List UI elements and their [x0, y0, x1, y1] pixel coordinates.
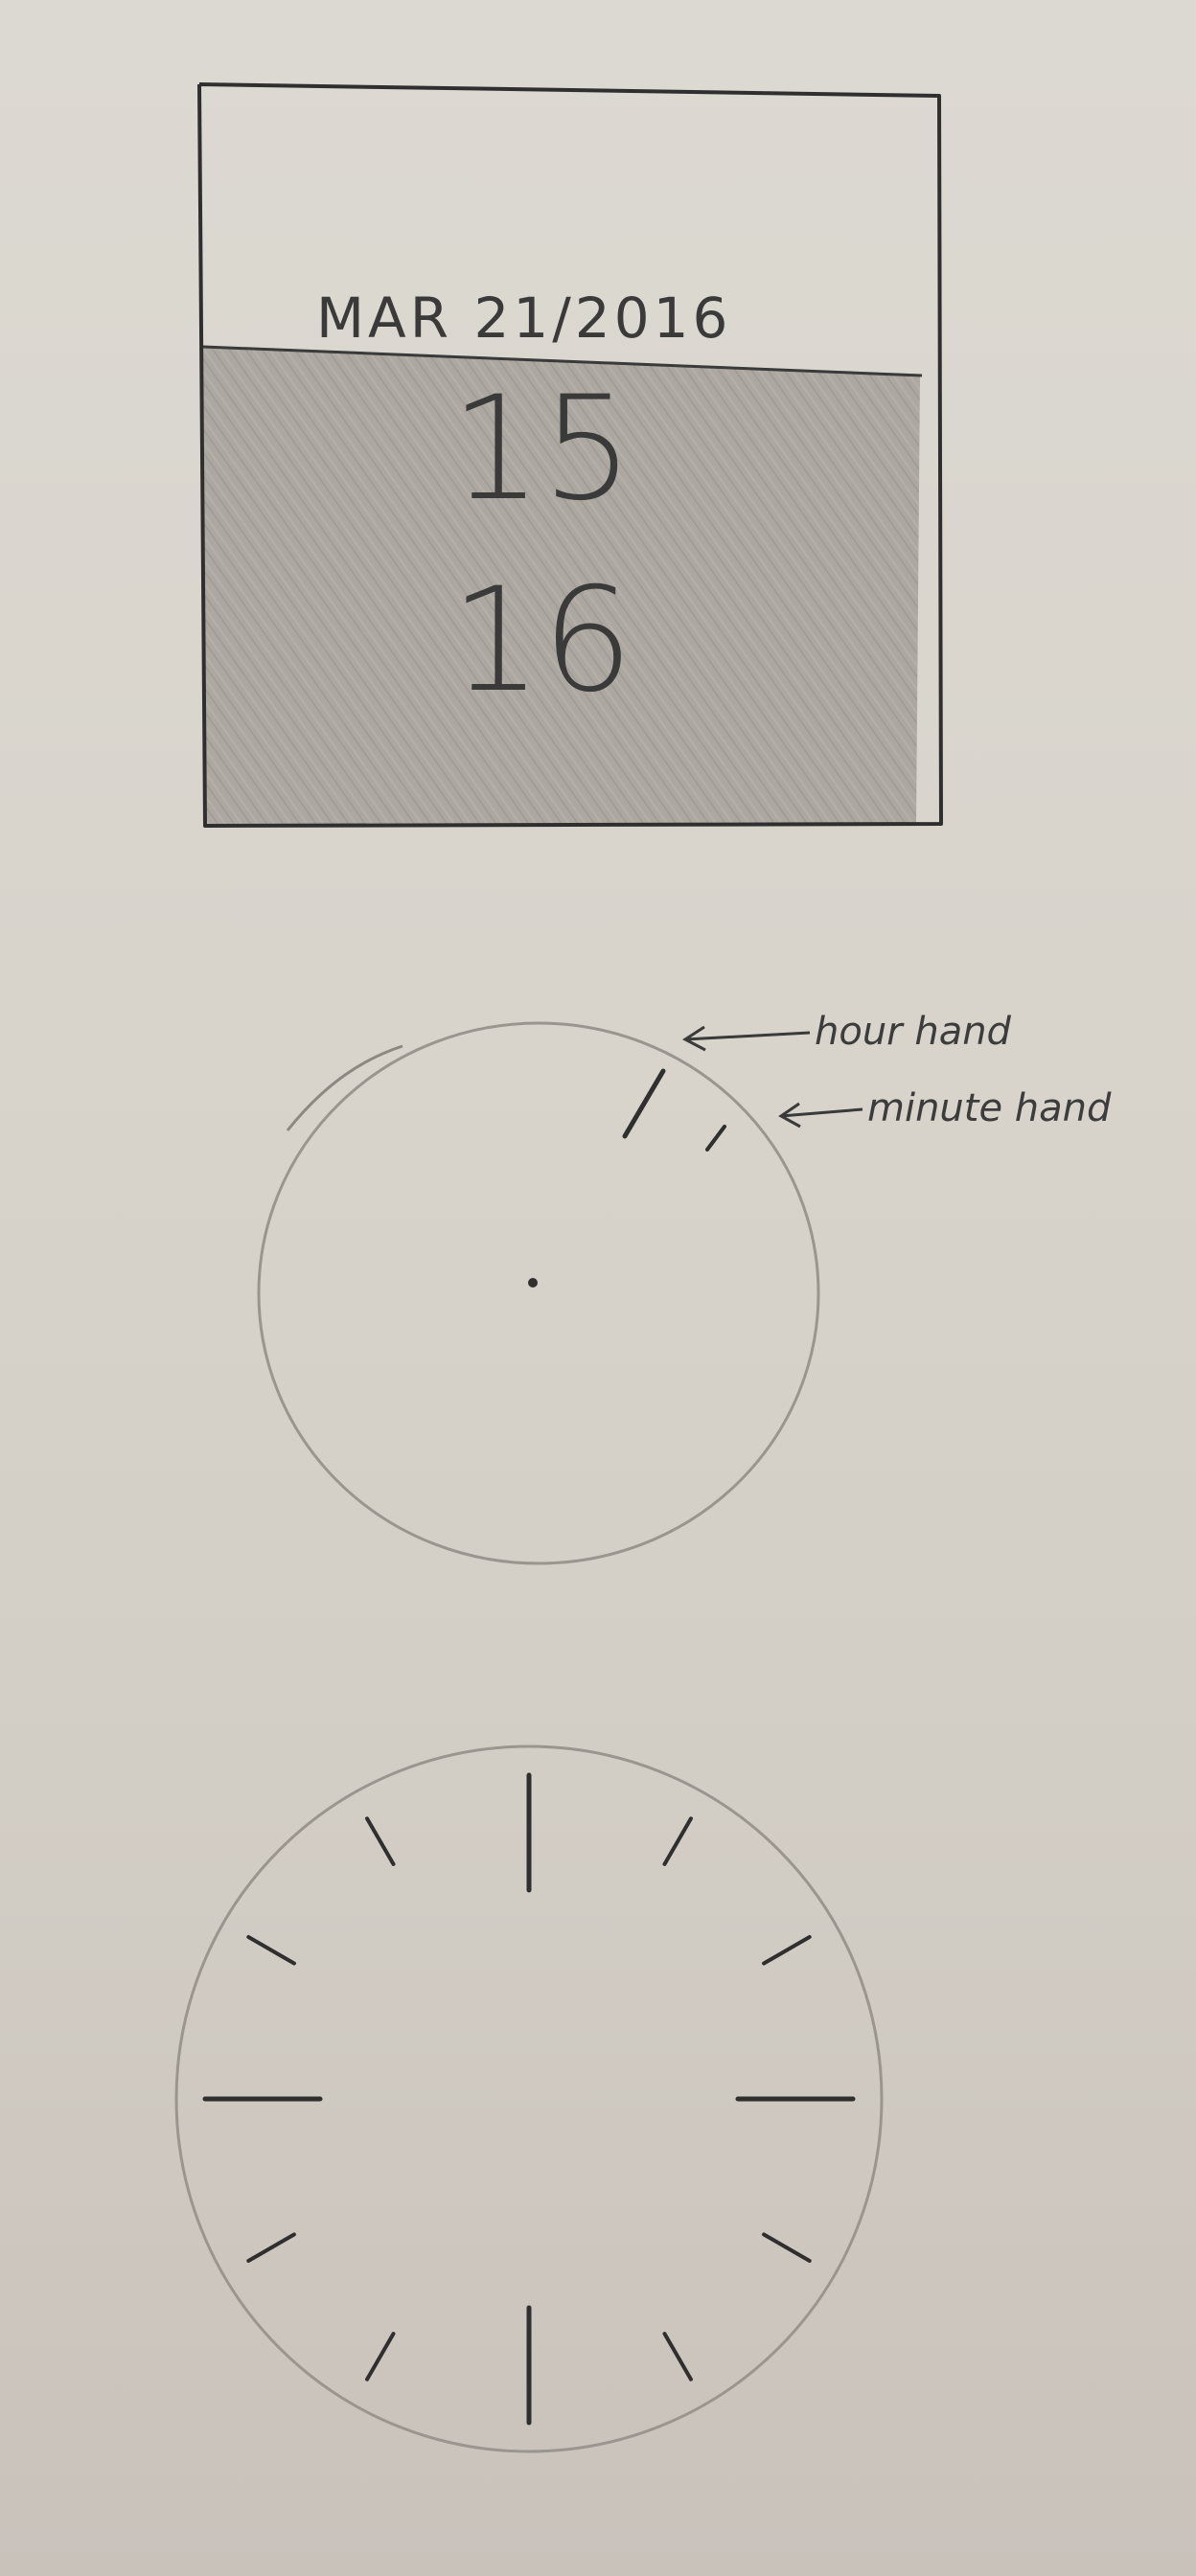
clock-concept-face — [257, 1021, 820, 1565]
tick-mark-2 — [762, 1935, 812, 1966]
widget-minute: 16 — [450, 558, 633, 724]
hour-hand-arrow-line — [684, 1031, 811, 1041]
clock-face-outline — [174, 1744, 884, 2453]
tick-mark-1 — [662, 1816, 693, 1866]
clock-concept-center-dot — [528, 1278, 538, 1288]
widget-hour: 15 — [450, 366, 633, 533]
tick-mark-11 — [365, 1816, 396, 1866]
minute-hand-arrow-head — [778, 1102, 801, 1128]
widget-frame — [197, 82, 943, 828]
clock-concept-face-overstroke — [286, 1044, 403, 1131]
date-time-widget: MAR 21/2016 15 16 — [197, 82, 943, 828]
tick-mark-10 — [246, 1935, 296, 1966]
tick-mark-7 — [365, 2332, 396, 2382]
hour-hand-label: hour hand — [815, 1010, 1012, 1054]
tick-mark-4 — [762, 2232, 812, 2263]
minute-hand-label: minute hand — [867, 1086, 1112, 1130]
tick-mark-8 — [246, 2232, 296, 2263]
hour-hand-arrow-head — [682, 1025, 706, 1052]
minute-hand-mark — [705, 1125, 726, 1151]
widget-date: MAR 21/2016 — [316, 285, 731, 351]
hour-hand-annotation: hour hand — [682, 1010, 1012, 1054]
widget-shaded-area — [203, 347, 920, 824]
widget-divider — [202, 345, 923, 377]
hour-hand-mark — [622, 1068, 666, 1139]
minute-hand-annotation: minute hand — [778, 1086, 1112, 1130]
minute-hand-arrow-line — [780, 1107, 863, 1118]
tick-mark-5 — [662, 2332, 693, 2382]
clock-face — [174, 1744, 884, 2453]
clock-face-ticks — [202, 1772, 856, 2426]
clock-concept: hour hand minute hand — [257, 1010, 1112, 1565]
